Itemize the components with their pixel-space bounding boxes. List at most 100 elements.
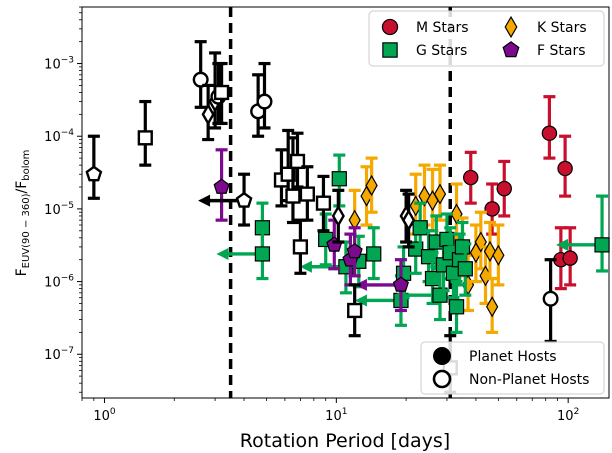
legend-item-g-stars: G Stars bbox=[382, 42, 467, 59]
circle-marker-open bbox=[256, 93, 273, 110]
point-non-planet-hosts-20 bbox=[402, 192, 416, 249]
legend-item-non-planet-hosts: Non-Planet Hosts bbox=[432, 369, 589, 389]
diamond-marker bbox=[365, 174, 378, 197]
y-tick-label-exp: −4 bbox=[61, 128, 75, 138]
y-tick-label-base: 10 bbox=[44, 348, 61, 363]
x-tick-label-2: 102 bbox=[557, 407, 579, 424]
circle-marker bbox=[484, 201, 500, 217]
legend-item-k-stars: K Stars bbox=[504, 15, 587, 39]
square-marker-open bbox=[299, 186, 315, 202]
data-marks bbox=[85, 40, 610, 394]
diamond-marker bbox=[483, 240, 497, 263]
point-m-stars-6 bbox=[562, 226, 578, 287]
point-f-stars-0 bbox=[213, 148, 230, 222]
square-legend-icon bbox=[382, 42, 398, 58]
circle-marker bbox=[463, 169, 479, 186]
point-non-planet-hosts-3 bbox=[201, 83, 215, 142]
square-marker-open bbox=[213, 84, 230, 101]
square-marker bbox=[457, 261, 473, 277]
limit-arrow-head bbox=[216, 247, 229, 260]
legend-item-planet-hosts: Planet Hosts bbox=[433, 347, 557, 365]
y-tick-label-3: 10−4 bbox=[44, 128, 74, 145]
y-tick-label-base: 10 bbox=[44, 58, 61, 73]
point-non-planet-hosts-22 bbox=[542, 258, 559, 344]
square-marker bbox=[448, 299, 465, 315]
diamond-legend-icon bbox=[504, 15, 518, 39]
limit-arrow-head bbox=[354, 294, 367, 307]
circle-marker bbox=[496, 180, 512, 197]
point-g-stars-19 bbox=[448, 279, 465, 334]
limit-arrow-head bbox=[299, 260, 312, 273]
circle-marker bbox=[562, 250, 578, 266]
point-non-planet-hosts-9 bbox=[256, 61, 273, 130]
point-m-stars-3 bbox=[541, 95, 558, 160]
x-tick-label-exp: 2 bbox=[574, 407, 580, 417]
point-f-stars-3 bbox=[346, 226, 363, 278]
point-m-stars-1 bbox=[484, 182, 500, 236]
point-k-stars-6 bbox=[433, 163, 447, 222]
square-marker bbox=[331, 171, 347, 187]
legend-label: Non-Planet Hosts bbox=[469, 372, 589, 388]
x-tick-label-1: 101 bbox=[325, 407, 347, 424]
y-tick-label-base: 10 bbox=[44, 203, 61, 218]
limit-arrow-head bbox=[556, 238, 569, 251]
legend-label: F Stars bbox=[537, 43, 586, 59]
y-tick-label-base: 10 bbox=[44, 276, 61, 291]
y-tick-label-exp: −3 bbox=[61, 56, 74, 66]
diamond-marker-open bbox=[201, 102, 215, 126]
limit-arrow-head bbox=[354, 278, 367, 291]
y-tick-label-exp: −6 bbox=[61, 274, 75, 284]
diamond-marker bbox=[492, 244, 505, 266]
pentagon-marker bbox=[392, 276, 409, 292]
circle-marker-open bbox=[542, 290, 559, 307]
circle-marker-open bbox=[192, 71, 209, 88]
y-tick-label-1: 10−6 bbox=[44, 274, 74, 291]
point-g-stars-23 bbox=[556, 194, 610, 273]
x-axis-label: Rotation Period [days] bbox=[240, 430, 450, 452]
square-marker-open bbox=[292, 239, 309, 255]
square-marker bbox=[454, 239, 471, 255]
square-marker bbox=[412, 220, 428, 236]
y-axis-label-sub-main: EUV(90 − 360) bbox=[21, 193, 32, 268]
open-circle-legend-icon bbox=[432, 369, 452, 389]
diamond-marker bbox=[486, 296, 499, 318]
diamond-marker-open bbox=[402, 208, 416, 232]
legend-item-m-stars: M Stars bbox=[381, 18, 469, 36]
square-marker-open bbox=[347, 302, 363, 319]
square-marker-open bbox=[285, 188, 301, 204]
y-tick-label-4: 10−3 bbox=[44, 56, 74, 73]
point-g-stars-22 bbox=[457, 242, 473, 297]
square-marker bbox=[424, 270, 441, 287]
legend-label: Planet Hosts bbox=[469, 349, 557, 365]
circle-legend-icon bbox=[381, 18, 399, 36]
legend-star-types: M Stars K Stars G Stars F Stars bbox=[368, 10, 605, 67]
square-marker-open bbox=[289, 153, 306, 170]
y-tick-label-exp: −5 bbox=[61, 201, 74, 211]
point-non-planet-hosts-17 bbox=[331, 188, 345, 244]
y-tick-label-0: 10−7 bbox=[44, 346, 74, 363]
pentagon-legend-icon bbox=[502, 41, 520, 58]
y-tick-label-2: 10−5 bbox=[44, 201, 74, 218]
point-non-planet-hosts-1 bbox=[137, 99, 153, 167]
y-axis-label-sep: /F bbox=[14, 181, 30, 194]
filled-circle-legend-icon bbox=[433, 347, 451, 365]
point-non-planet-hosts-7 bbox=[198, 172, 253, 227]
point-non-planet-hosts-2 bbox=[192, 40, 209, 109]
x-tick-label-0: 100 bbox=[93, 407, 116, 424]
x-tick-label-base: 10 bbox=[325, 409, 342, 424]
point-k-stars-15 bbox=[492, 223, 505, 287]
pentagon-marker-open bbox=[235, 191, 253, 208]
legend-bottom-box bbox=[420, 341, 605, 395]
plot-frame bbox=[81, 6, 610, 399]
point-non-planet-hosts-18 bbox=[347, 283, 363, 338]
y-axis-label-main: F bbox=[14, 268, 30, 276]
square-marker-open bbox=[137, 130, 153, 146]
point-non-planet-hosts-15 bbox=[299, 165, 315, 222]
point-m-stars-2 bbox=[496, 159, 512, 218]
point-m-stars-0 bbox=[463, 150, 479, 205]
y-axis-label-sub-den: bolom bbox=[21, 150, 32, 181]
x-tick-label-exp: 1 bbox=[342, 407, 348, 417]
square-marker bbox=[439, 231, 455, 248]
